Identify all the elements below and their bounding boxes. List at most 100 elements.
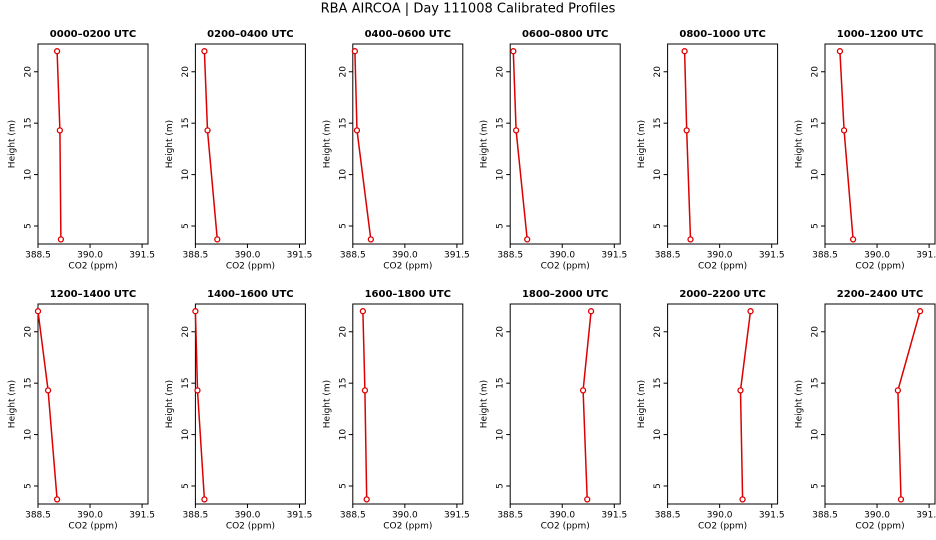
x-tick-label: 388.5: [183, 251, 209, 261]
plot-frame: [352, 303, 464, 505]
x-tick-label: 388.5: [655, 251, 681, 261]
x-tick-label: 390.0: [864, 251, 890, 261]
point: [353, 127, 361, 134]
x-tick-label: 388.5: [497, 511, 523, 521]
point: [894, 387, 902, 394]
x-tick-label: 388.5: [497, 251, 523, 261]
point: [681, 48, 688, 55]
y-axis-label: Height (m): [8, 120, 18, 168]
point: [510, 48, 517, 55]
point: [916, 308, 924, 315]
plot-frame: [352, 43, 464, 245]
plot-frame: [509, 303, 621, 505]
profile-line: [739, 311, 752, 500]
x-tick-label: 390.0: [707, 251, 733, 261]
x-axis-label: CO2 (ppm): [226, 522, 275, 532]
panel-title: 1800–2000 UTC: [522, 289, 608, 300]
point: [192, 308, 199, 315]
panel-title: 0400–0600 UTC: [365, 29, 451, 40]
x-tick-label: 390.0: [392, 511, 418, 521]
plot-frame: [194, 303, 306, 505]
y-tick-label: 10: [811, 169, 821, 181]
x-axis-label: CO2 (ppm): [226, 262, 275, 272]
point: [56, 127, 64, 134]
profile-line: [683, 51, 692, 240]
x-tick-label: 390.0: [77, 251, 103, 261]
y-axis-label: Height (m): [480, 380, 490, 428]
y-axis-label: Height (m): [322, 120, 332, 168]
x-tick-label: 388.5: [340, 511, 366, 521]
x-axis-label: CO2 (ppm): [855, 522, 904, 532]
y-tick-label: 15: [811, 117, 821, 128]
point: [683, 127, 690, 134]
point: [214, 236, 221, 243]
panel-title: 0600–0800 UTC: [522, 29, 608, 40]
y-tick-label: 15: [653, 117, 663, 128]
point: [747, 308, 754, 315]
profile-line: [56, 51, 62, 240]
y-tick-label: 15: [338, 117, 348, 128]
y-tick-label: 15: [181, 377, 191, 388]
x-axis-label: CO2 (ppm): [541, 522, 590, 532]
x-tick-label: 391.5: [759, 251, 785, 261]
point: [739, 496, 746, 503]
point: [737, 387, 744, 394]
profile-line: [582, 311, 592, 500]
plot-frame: [824, 303, 936, 505]
x-tick-label: 390.0: [77, 511, 103, 521]
y-tick-label: 10: [24, 169, 34, 181]
point: [367, 236, 374, 243]
y-tick-label: 20: [338, 326, 348, 338]
point: [361, 387, 369, 394]
y-tick-label: 20: [181, 326, 191, 338]
panel-title: 1400–1600 UTC: [207, 289, 293, 300]
y-axis-label: Height (m): [795, 120, 805, 168]
x-tick-label: 388.5: [183, 511, 209, 521]
y-tick-label: 15: [811, 377, 821, 388]
y-tick-label: 20: [653, 66, 663, 78]
y-axis-label: Height (m): [165, 380, 175, 428]
y-tick-label: 5: [653, 483, 663, 489]
x-tick-label: 390.0: [707, 511, 733, 521]
y-tick-label: 20: [24, 326, 34, 338]
panel-title: 1200–1400 UTC: [50, 289, 136, 300]
y-tick-label: 5: [181, 223, 191, 229]
y-tick-label: 15: [338, 377, 348, 388]
point: [359, 308, 367, 315]
y-tick-label: 5: [496, 483, 506, 489]
y-tick-label: 10: [811, 429, 821, 441]
y-axis-label: Height (m): [637, 120, 647, 168]
plot-frame: [667, 43, 779, 245]
panel-title: 2000–2200 UTC: [679, 289, 765, 300]
y-tick-label: 15: [496, 117, 506, 128]
y-tick-label: 10: [338, 169, 348, 181]
x-tick-label: 391.5: [916, 511, 936, 521]
x-tick-label: 388.5: [25, 511, 51, 521]
y-tick-label: 20: [24, 66, 34, 78]
x-tick-label: 391.5: [916, 251, 936, 261]
y-tick-label: 15: [24, 117, 34, 128]
x-axis-label: CO2 (ppm): [68, 522, 117, 532]
point: [579, 387, 587, 394]
y-tick-label: 10: [338, 429, 348, 441]
point: [849, 236, 857, 243]
y-tick-label: 20: [811, 66, 821, 78]
x-tick-label: 388.5: [25, 251, 51, 261]
profile-line: [897, 310, 921, 500]
point: [204, 127, 211, 134]
x-tick-label: 390.0: [864, 511, 890, 521]
point: [584, 496, 591, 503]
point: [836, 48, 844, 55]
y-tick-label: 20: [181, 66, 191, 78]
x-tick-label: 388.5: [812, 251, 838, 261]
y-tick-label: 10: [181, 169, 191, 181]
y-axis-label: Height (m): [322, 380, 332, 428]
x-tick-label: 391.5: [601, 251, 627, 261]
y-axis-label: Height (m): [480, 120, 490, 168]
y-tick-label: 5: [338, 483, 348, 489]
x-axis-label: CO2 (ppm): [698, 262, 747, 272]
x-tick-label: 388.5: [340, 251, 366, 261]
y-tick-label: 10: [653, 429, 663, 441]
x-tick-label: 391.5: [287, 251, 313, 261]
